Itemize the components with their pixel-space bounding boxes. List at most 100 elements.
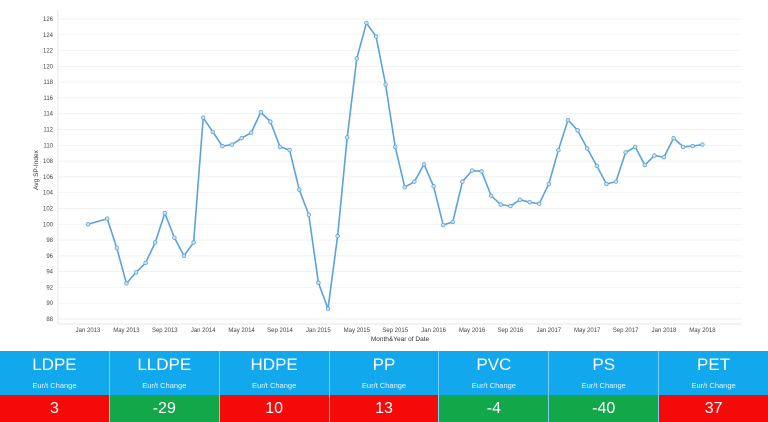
- data-point[interactable]: [575, 128, 580, 133]
- y-tick-label: 90: [46, 301, 53, 307]
- data-point[interactable]: [143, 260, 148, 266]
- y-tick-label: 104: [43, 191, 54, 197]
- data-point[interactable]: [633, 144, 638, 150]
- data-point[interactable]: [124, 281, 129, 286]
- data-point[interactable]: [652, 153, 657, 158]
- price-change-cards: LDPE Eur/t Change 3 LLDPE Eur/t Change -29 HDP…: [0, 351, 768, 422]
- data-point[interactable]: [85, 222, 91, 227]
- y-tick-label: 116: [43, 96, 53, 102]
- data-point[interactable]: [565, 117, 571, 123]
- data-point[interactable]: [594, 163, 599, 169]
- data-point[interactable]: [508, 203, 513, 209]
- data-point[interactable]: [690, 143, 695, 149]
- polymer-name: PP: [372, 355, 396, 374]
- x-tick-label: Jan 2017: [536, 328, 561, 334]
- data-point[interactable]: [431, 184, 436, 189]
- data-point[interactable]: [412, 179, 417, 184]
- data-point[interactable]: [345, 135, 350, 140]
- data-point[interactable]: [585, 146, 590, 151]
- x-tick-label: Jan 2016: [421, 328, 446, 334]
- data-point[interactable]: [162, 211, 167, 216]
- data-point[interactable]: [671, 136, 676, 141]
- data-point[interactable]: [402, 184, 407, 190]
- data-point[interactable]: [248, 130, 254, 135]
- data-point[interactable]: [229, 142, 235, 147]
- data-point[interactable]: [469, 168, 475, 173]
- data-point[interactable]: [479, 169, 484, 174]
- y-tick-label: 118: [43, 80, 53, 86]
- x-tick-label: Jan 2015: [306, 328, 331, 334]
- data-point[interactable]: [316, 280, 321, 285]
- x-tick-label: Jan 2013: [76, 328, 101, 334]
- data-point[interactable]: [306, 212, 311, 217]
- data-point[interactable]: [393, 144, 398, 150]
- x-tick-label: May 2016: [459, 328, 486, 334]
- data-point[interactable]: [325, 306, 331, 311]
- data-point[interactable]: [556, 147, 561, 153]
- data-point[interactable]: [460, 179, 465, 184]
- card-header: LLDPE Eur/t Change: [109, 351, 219, 395]
- data-point[interactable]: [104, 216, 110, 221]
- data-point[interactable]: [373, 34, 379, 39]
- data-point[interactable]: [450, 219, 455, 225]
- card-header: PVC Eur/t Change: [439, 351, 549, 395]
- y-tick-label: 124: [43, 33, 54, 39]
- x-tick-label: Sep 2017: [613, 328, 639, 334]
- change-unit-label: Eur/t Change: [32, 381, 77, 390]
- x-tick-label: Jan 2018: [652, 328, 677, 334]
- data-point[interactable]: [220, 143, 225, 149]
- data-point[interactable]: [181, 253, 187, 259]
- y-tick-label: 122: [43, 49, 54, 55]
- data-point[interactable]: [527, 199, 532, 205]
- data-point[interactable]: [258, 109, 263, 115]
- polymer-name: PS: [592, 355, 616, 374]
- data-point[interactable]: [152, 240, 158, 245]
- data-point[interactable]: [604, 181, 609, 187]
- data-point[interactable]: [642, 162, 647, 168]
- polymer-name: LLDPE: [137, 355, 192, 374]
- data-point[interactable]: [489, 193, 494, 199]
- data-point[interactable]: [546, 181, 551, 187]
- data-point[interactable]: [287, 147, 292, 153]
- x-tick-label: May 2015: [344, 328, 371, 334]
- data-point[interactable]: [200, 115, 206, 120]
- data-point[interactable]: [239, 136, 244, 141]
- x-tick-label: Sep 2014: [267, 328, 293, 334]
- data-point[interactable]: [133, 270, 139, 275]
- data-point[interactable]: [383, 82, 388, 87]
- line-chart: 88 90 92 94 96 98 100 102 104 106 108 110 112 114 116 1…: [33, 10, 742, 343]
- data-point[interactable]: [537, 201, 542, 206]
- data-point[interactable]: [172, 235, 177, 240]
- data-point[interactable]: [681, 144, 686, 150]
- data-point[interactable]: [661, 154, 667, 160]
- data-point[interactable]: [623, 150, 628, 155]
- card-pet: PET Eur/t Change 37: [659, 351, 768, 422]
- x-tick-label: May 2018: [689, 328, 716, 334]
- data-point[interactable]: [517, 197, 523, 202]
- y-tick-label: 120: [43, 64, 54, 70]
- card-header: PP Eur/t Change: [329, 351, 439, 395]
- data-point[interactable]: [191, 240, 196, 245]
- data-point[interactable]: [114, 245, 119, 251]
- data-point[interactable]: [441, 222, 446, 228]
- data-point[interactable]: [210, 129, 215, 135]
- y-tick-label: 94: [46, 270, 53, 276]
- card-pp: PP Eur/t Change 13: [329, 351, 440, 422]
- data-point[interactable]: [335, 233, 340, 239]
- data-point[interactable]: [700, 142, 705, 147]
- data-point[interactable]: [297, 187, 302, 192]
- card-lldpe: LLDPE Eur/t Change -29: [109, 351, 220, 422]
- data-point[interactable]: [498, 202, 503, 207]
- data-point[interactable]: [277, 144, 283, 150]
- data-point[interactable]: [613, 179, 619, 184]
- data-point[interactable]: [354, 56, 359, 61]
- card-ldpe: LDPE Eur/t Change 3: [0, 351, 110, 422]
- data-point[interactable]: [421, 162, 427, 167]
- card-hdpe: HDPE Eur/t Change 10: [219, 351, 330, 422]
- change-value: -40: [549, 395, 659, 422]
- data-point[interactable]: [268, 119, 273, 124]
- y-tick-label: 108: [43, 159, 54, 165]
- card-header: HDPE Eur/t Change: [219, 351, 329, 395]
- y-tick-label: 88: [46, 317, 53, 323]
- data-point[interactable]: [364, 20, 369, 26]
